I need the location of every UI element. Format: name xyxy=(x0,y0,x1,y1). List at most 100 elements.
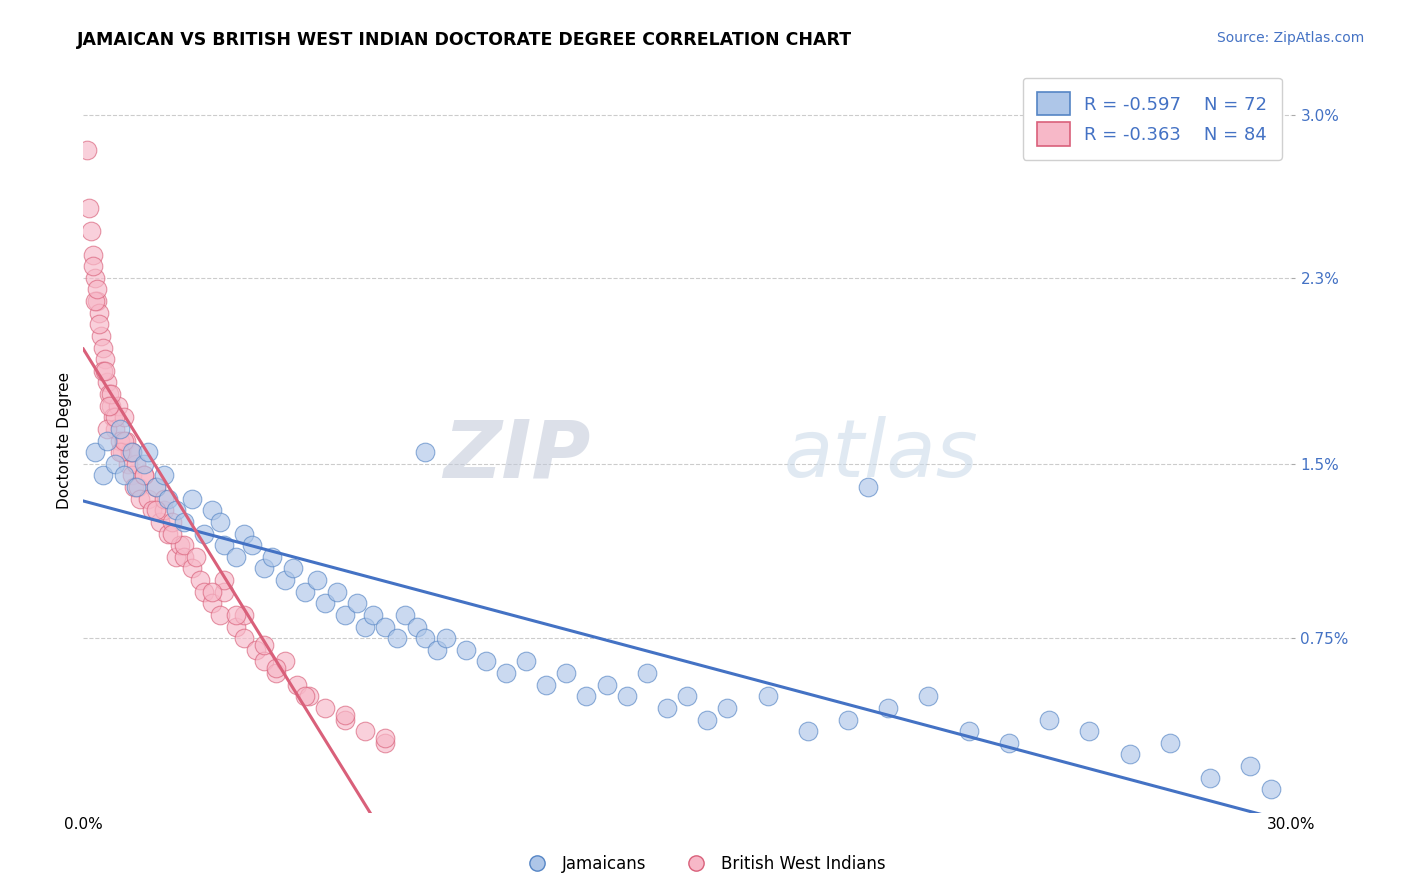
Point xyxy=(240,538,263,552)
Point xyxy=(201,503,224,517)
Point xyxy=(354,619,377,633)
Point xyxy=(209,515,232,529)
Point xyxy=(333,713,356,727)
Point xyxy=(655,701,678,715)
Point xyxy=(233,607,256,622)
Point xyxy=(856,480,879,494)
Text: atlas: atlas xyxy=(783,417,979,494)
Point xyxy=(156,526,179,541)
Point xyxy=(225,607,247,622)
Point xyxy=(636,666,658,681)
Point xyxy=(495,666,517,681)
Point xyxy=(124,457,146,471)
Point xyxy=(136,491,159,506)
Point xyxy=(132,468,155,483)
Point xyxy=(415,631,437,645)
Point xyxy=(326,584,349,599)
Point xyxy=(94,364,117,378)
Point xyxy=(127,480,149,494)
Point xyxy=(108,445,131,459)
Point xyxy=(797,724,820,739)
Point xyxy=(837,713,859,727)
Point xyxy=(84,293,107,308)
Point xyxy=(575,690,598,704)
Point xyxy=(149,515,172,529)
Legend: Jamaicans, British West Indians: Jamaicans, British West Indians xyxy=(513,848,893,880)
Point xyxy=(957,724,980,739)
Point xyxy=(145,480,167,494)
Point xyxy=(80,224,103,238)
Point xyxy=(595,678,617,692)
Point xyxy=(173,538,195,552)
Point xyxy=(426,642,449,657)
Point xyxy=(107,399,129,413)
Text: ZIP: ZIP xyxy=(443,417,591,494)
Point xyxy=(76,143,98,157)
Point xyxy=(474,654,496,668)
Point xyxy=(262,549,284,564)
Point xyxy=(169,538,191,552)
Point xyxy=(110,445,132,459)
Point xyxy=(136,445,159,459)
Point xyxy=(152,468,174,483)
Point xyxy=(79,201,101,215)
Point xyxy=(181,491,204,506)
Point xyxy=(298,690,321,704)
Point xyxy=(201,584,224,599)
Point xyxy=(1159,736,1181,750)
Point xyxy=(212,538,235,552)
Point xyxy=(333,707,356,722)
Point xyxy=(1260,782,1282,797)
Point xyxy=(82,259,104,273)
Point xyxy=(361,607,384,622)
Point xyxy=(374,619,396,633)
Point xyxy=(124,480,146,494)
Point xyxy=(212,584,235,599)
Point xyxy=(82,247,104,261)
Point xyxy=(160,526,183,541)
Point xyxy=(173,515,195,529)
Point xyxy=(90,329,112,343)
Point xyxy=(193,584,215,599)
Point xyxy=(225,619,247,633)
Point xyxy=(84,270,107,285)
Point xyxy=(676,690,699,704)
Point xyxy=(93,364,115,378)
Text: JAMAICAN VS BRITISH WEST INDIAN DOCTORATE DEGREE CORRELATION CHART: JAMAICAN VS BRITISH WEST INDIAN DOCTORAT… xyxy=(77,31,852,49)
Point xyxy=(121,468,143,483)
Point xyxy=(145,480,167,494)
Point xyxy=(86,282,108,296)
Point xyxy=(1078,724,1101,739)
Point xyxy=(152,491,174,506)
Point xyxy=(96,434,118,448)
Point xyxy=(454,642,477,657)
Legend: R = -0.597    N = 72, R = -0.363    N = 84: R = -0.597 N = 72, R = -0.363 N = 84 xyxy=(1022,78,1282,160)
Point xyxy=(121,445,143,459)
Point xyxy=(181,561,204,575)
Point xyxy=(756,690,779,704)
Point xyxy=(89,306,111,320)
Point xyxy=(114,434,136,448)
Point xyxy=(294,690,316,704)
Point xyxy=(94,352,117,367)
Point xyxy=(118,445,141,459)
Point xyxy=(285,678,308,692)
Point xyxy=(281,561,304,575)
Point xyxy=(212,573,235,587)
Point xyxy=(184,549,207,564)
Point xyxy=(1239,759,1261,773)
Point xyxy=(314,596,336,610)
Point xyxy=(273,654,295,668)
Point xyxy=(253,654,276,668)
Point xyxy=(515,654,537,668)
Point xyxy=(96,422,118,436)
Point xyxy=(998,736,1021,750)
Point xyxy=(156,491,179,506)
Point xyxy=(394,607,416,622)
Point xyxy=(266,661,288,675)
Point xyxy=(294,584,316,599)
Point xyxy=(122,480,145,494)
Point xyxy=(305,573,328,587)
Point xyxy=(121,445,143,459)
Point xyxy=(555,666,578,681)
